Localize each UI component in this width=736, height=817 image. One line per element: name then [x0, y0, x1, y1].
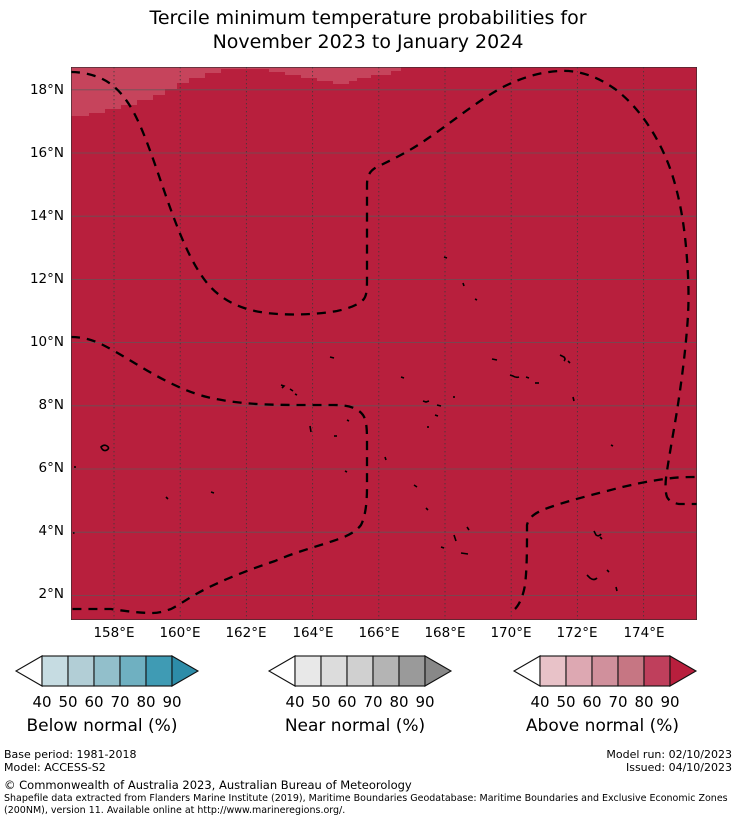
xtick-172E: 172°E — [556, 625, 598, 641]
xtick-160E: 160°E — [159, 625, 201, 641]
cbar-below-swatch-4 — [119, 655, 147, 687]
cbar-below-tick-70: 70 — [110, 693, 130, 711]
cbar-below-tick-50: 50 — [58, 693, 78, 711]
colorbar-below-normal-ticks: 40 50 60 70 80 90 — [2, 693, 238, 713]
eez-boundary-line-south — [71, 335, 369, 615]
colorbar-near-normal-ticks: 40 50 60 70 80 90 — [255, 693, 491, 713]
cbar-above-under-arrow — [512, 655, 541, 687]
footer-shapefile-line-2: (200NM), version 11. Available online at… — [4, 805, 346, 816]
xtick-168E: 168°E — [424, 625, 466, 641]
ytick-10N: 10°N — [29, 334, 64, 350]
cbar-below-tick-90: 90 — [162, 693, 182, 711]
footer-copyright: © Commonwealth of Australia 2023, Austra… — [4, 778, 412, 792]
cbar-near-tick-90: 90 — [415, 693, 435, 711]
cbar-near-tick-80: 80 — [389, 693, 409, 711]
cbar-near-tick-60: 60 — [337, 693, 357, 711]
xtick-174E: 174°E — [623, 625, 665, 641]
title-line-2: November 2023 to January 2024 — [212, 31, 524, 53]
footer-shapefile-line-1: Shapefile data extracted from Flanders M… — [4, 793, 728, 804]
cbar-near-swatch-5 — [398, 655, 426, 687]
map-plot-area[interactable] — [71, 67, 697, 620]
ytick-8N: 8°N — [38, 397, 64, 413]
cbar-below-swatch-5 — [145, 655, 173, 687]
cbar-above-tick-70: 70 — [608, 693, 628, 711]
ytick-6N: 6°N — [38, 460, 64, 476]
xtick-166E: 166°E — [358, 625, 400, 641]
ytick-18N: 18°N — [29, 82, 64, 98]
ytick-16N: 16°N — [29, 145, 64, 161]
footer-issued: Issued: 04/10/2023 — [625, 761, 732, 774]
probability-map — [71, 67, 697, 620]
colorbar-below-normal-swatches — [14, 655, 200, 687]
map-base-fill — [71, 67, 697, 620]
cbar-near-tick-70: 70 — [363, 693, 383, 711]
footer-model-run: Model run: 02/10/2023 — [606, 748, 732, 761]
cbar-above-tick-90: 90 — [660, 693, 680, 711]
ytick-2N: 2°N — [38, 586, 64, 602]
footer-row-2: Model: ACCESS-S2 Issued: 04/10/2023 — [4, 761, 732, 774]
ytick-12N: 12°N — [29, 271, 64, 287]
xtick-158E: 158°E — [93, 625, 135, 641]
colorbar-below-normal-caption: Below normal (%) — [26, 716, 178, 736]
cbar-near-swatch-2 — [320, 655, 348, 687]
xtick-162E: 162°E — [225, 625, 267, 641]
xtick-164E: 164°E — [292, 625, 334, 641]
footer-base-period: Base period: 1981-2018 — [4, 748, 137, 761]
map-light-patch — [71, 67, 401, 116]
cbar-below-swatch-3 — [93, 655, 121, 687]
colorbar-near-normal-caption: Near normal (%) — [284, 716, 426, 736]
cbar-above-tick-50: 50 — [556, 693, 576, 711]
xtick-170E: 170°E — [490, 625, 532, 641]
footer-row-1: Base period: 1981-2018 Model run: 02/10/… — [4, 748, 732, 761]
cbar-above-swatch-1 — [539, 655, 567, 687]
cbar-near-under-arrow — [267, 655, 296, 687]
colorbar-near-normal-swatches — [267, 655, 453, 687]
cbar-below-over-arrow — [171, 655, 200, 687]
cbar-below-tick-60: 60 — [84, 693, 104, 711]
colorbar-above-normal-ticks: 40 50 60 70 80 90 — [500, 693, 736, 713]
island-coastlines — [73, 256, 618, 592]
page-title: Tercile minimum temperature probabilitie… — [0, 6, 736, 54]
cbar-near-over-arrow — [424, 655, 453, 687]
colorbar-above-normal-caption: Above normal (%) — [525, 716, 680, 736]
cbar-below-tick-40: 40 — [32, 693, 52, 711]
map-gridlines-lon — [113, 67, 645, 620]
colorbar-above-normal: 40 50 60 70 80 90 Above normal (%) — [500, 650, 736, 737]
cbar-above-tick-80: 80 — [634, 693, 654, 711]
cbar-above-swatch-3 — [591, 655, 619, 687]
cbar-above-tick-60: 60 — [582, 693, 602, 711]
colorbar-above-normal-swatches — [512, 655, 698, 687]
cbar-below-tick-80: 80 — [136, 693, 156, 711]
colorbar-below-normal: 40 50 60 70 80 90 Below normal (%) — [2, 650, 238, 737]
cbar-near-tick-40: 40 — [285, 693, 305, 711]
cbar-below-under-arrow — [14, 655, 43, 687]
cbar-near-swatch-1 — [294, 655, 322, 687]
footer: Base period: 1981-2018 Model run: 02/10/… — [4, 748, 732, 817]
ytick-14N: 14°N — [29, 208, 64, 224]
cbar-near-swatch-4 — [372, 655, 400, 687]
cbar-above-swatch-2 — [565, 655, 593, 687]
colorbar-near-normal: 40 50 60 70 80 90 Near normal (%) — [255, 650, 491, 737]
title-line-1: Tercile minimum temperature probabilitie… — [149, 7, 587, 29]
cbar-above-tick-40: 40 — [530, 693, 550, 711]
cbar-above-swatch-4 — [617, 655, 645, 687]
footer-model: Model: ACCESS-S2 — [4, 761, 106, 774]
cbar-below-swatch-2 — [67, 655, 95, 687]
cbar-below-swatch-1 — [41, 655, 69, 687]
ytick-4N: 4°N — [38, 523, 64, 539]
cbar-near-tick-50: 50 — [311, 693, 331, 711]
cbar-above-over-arrow — [669, 655, 698, 687]
map-gridlines-lat — [71, 89, 697, 596]
cbar-above-swatch-5 — [643, 655, 671, 687]
cbar-near-swatch-3 — [346, 655, 374, 687]
